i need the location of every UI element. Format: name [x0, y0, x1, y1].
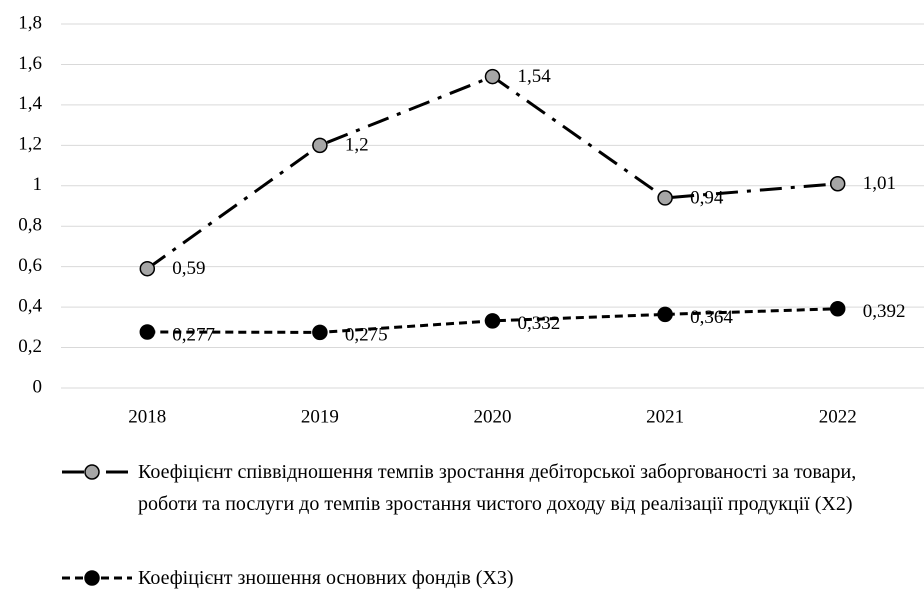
legend-label: Коефіцієнт зношення основних фондів (Х3) — [138, 567, 514, 589]
data-point — [829, 176, 846, 192]
y-tick-label: 1 — [33, 174, 43, 195]
series-line — [146, 74, 838, 270]
data-point — [484, 313, 501, 329]
y-tick-label: 0,6 — [18, 255, 42, 276]
data-label: 0,277 — [172, 324, 215, 345]
y-tick-label: 1,6 — [18, 53, 42, 74]
x-tick-label: 2021 — [646, 406, 684, 427]
data-point — [312, 324, 328, 341]
y-tick-label: 0,2 — [18, 336, 42, 357]
data-point — [139, 260, 156, 277]
data-point — [829, 300, 846, 317]
data-point — [657, 306, 673, 323]
data-label: 0,94 — [690, 187, 724, 208]
data-point — [484, 68, 501, 85]
data-point — [139, 324, 156, 340]
data-label: 1,54 — [518, 66, 552, 87]
y-tick-label: 0,4 — [18, 295, 42, 316]
y-tick-label: 1,2 — [18, 134, 42, 155]
x-tick-label: 2022 — [819, 406, 857, 427]
legend-label: Коефіцієнт співвідношення темпів зростан… — [138, 461, 857, 515]
legend-marker — [84, 570, 100, 586]
x-tick-label: 2020 — [474, 406, 512, 427]
data-label: 0,59 — [172, 258, 205, 279]
data-label: 0,275 — [345, 325, 388, 346]
data-label: 0,332 — [518, 313, 561, 334]
y-tick-label: 0,8 — [18, 215, 42, 236]
data-label: 1,01 — [863, 173, 896, 194]
data-point — [657, 190, 673, 206]
x-tick-label: 2018 — [128, 406, 166, 427]
y-tick-label: 1,8 — [18, 12, 42, 33]
y-tick-label: 0 — [33, 376, 43, 397]
data-label: 1,2 — [345, 135, 369, 156]
x-tick-label: 2019 — [301, 406, 339, 427]
data-label: 0,392 — [863, 301, 906, 322]
legend-marker — [84, 464, 100, 480]
data-label: 0,364 — [690, 307, 733, 328]
data-point — [312, 137, 328, 154]
y-tick-label: 1,4 — [18, 93, 42, 114]
